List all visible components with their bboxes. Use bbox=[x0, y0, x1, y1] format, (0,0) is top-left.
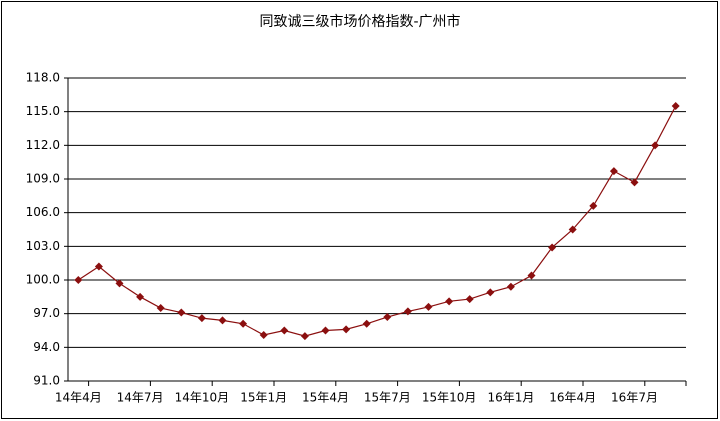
data-point bbox=[239, 319, 248, 328]
data-point bbox=[589, 201, 598, 210]
data-point bbox=[424, 302, 433, 311]
data-point bbox=[177, 308, 186, 317]
data-point bbox=[197, 314, 206, 323]
x-tick-label: 14年7月 bbox=[117, 391, 164, 405]
y-tick-label: 115.0 bbox=[26, 104, 60, 118]
data-point bbox=[651, 141, 660, 150]
x-tick-label: 15年10月 bbox=[422, 391, 477, 405]
x-tick-label: 14年10月 bbox=[175, 391, 230, 405]
data-point bbox=[136, 292, 145, 301]
y-tick-label: 118.0 bbox=[26, 71, 60, 85]
x-tick-label: 15年1月 bbox=[240, 391, 287, 405]
data-point bbox=[74, 276, 83, 284]
data-point bbox=[548, 243, 557, 252]
data-point bbox=[383, 313, 392, 322]
data-point bbox=[280, 326, 289, 335]
y-tick-label: 97.0 bbox=[33, 306, 60, 320]
y-tick-label: 91.0 bbox=[33, 374, 60, 388]
x-tick-label: 15年7月 bbox=[364, 391, 411, 405]
y-tick-label: 106.0 bbox=[26, 205, 60, 219]
chart-title: 同致诚三级市场价格指数-广州市 bbox=[259, 13, 460, 30]
data-point bbox=[568, 225, 577, 234]
data-point bbox=[445, 297, 454, 306]
data-point bbox=[506, 282, 515, 291]
y-tick-label: 112.0 bbox=[26, 138, 60, 152]
data-point bbox=[465, 295, 474, 304]
data-point bbox=[156, 304, 165, 313]
data-point bbox=[342, 325, 351, 334]
x-tick-label: 16年1月 bbox=[487, 391, 534, 405]
data-point bbox=[403, 307, 412, 316]
data-point bbox=[527, 271, 536, 280]
series-line bbox=[77, 105, 677, 337]
x-tick-label: 16年7月 bbox=[611, 391, 658, 405]
data-point bbox=[321, 326, 330, 335]
data-point bbox=[362, 319, 371, 328]
data-point bbox=[300, 332, 309, 341]
x-tick-label: 16年4月 bbox=[549, 391, 596, 405]
y-tick-label: 100.0 bbox=[26, 273, 60, 287]
data-point bbox=[486, 288, 495, 297]
data-point bbox=[609, 167, 618, 176]
x-tick-label: 14年4月 bbox=[55, 391, 102, 405]
data-point bbox=[218, 316, 227, 325]
data-point bbox=[115, 279, 124, 288]
data-point bbox=[259, 330, 268, 339]
data-point bbox=[94, 262, 103, 271]
y-tick-label: 109.0 bbox=[26, 172, 60, 186]
x-tick-label: 15年4月 bbox=[302, 391, 349, 405]
data-point bbox=[630, 178, 639, 187]
y-tick-label: 94.0 bbox=[33, 340, 60, 354]
y-tick-label: 103.0 bbox=[26, 239, 60, 253]
data-point bbox=[671, 102, 680, 111]
